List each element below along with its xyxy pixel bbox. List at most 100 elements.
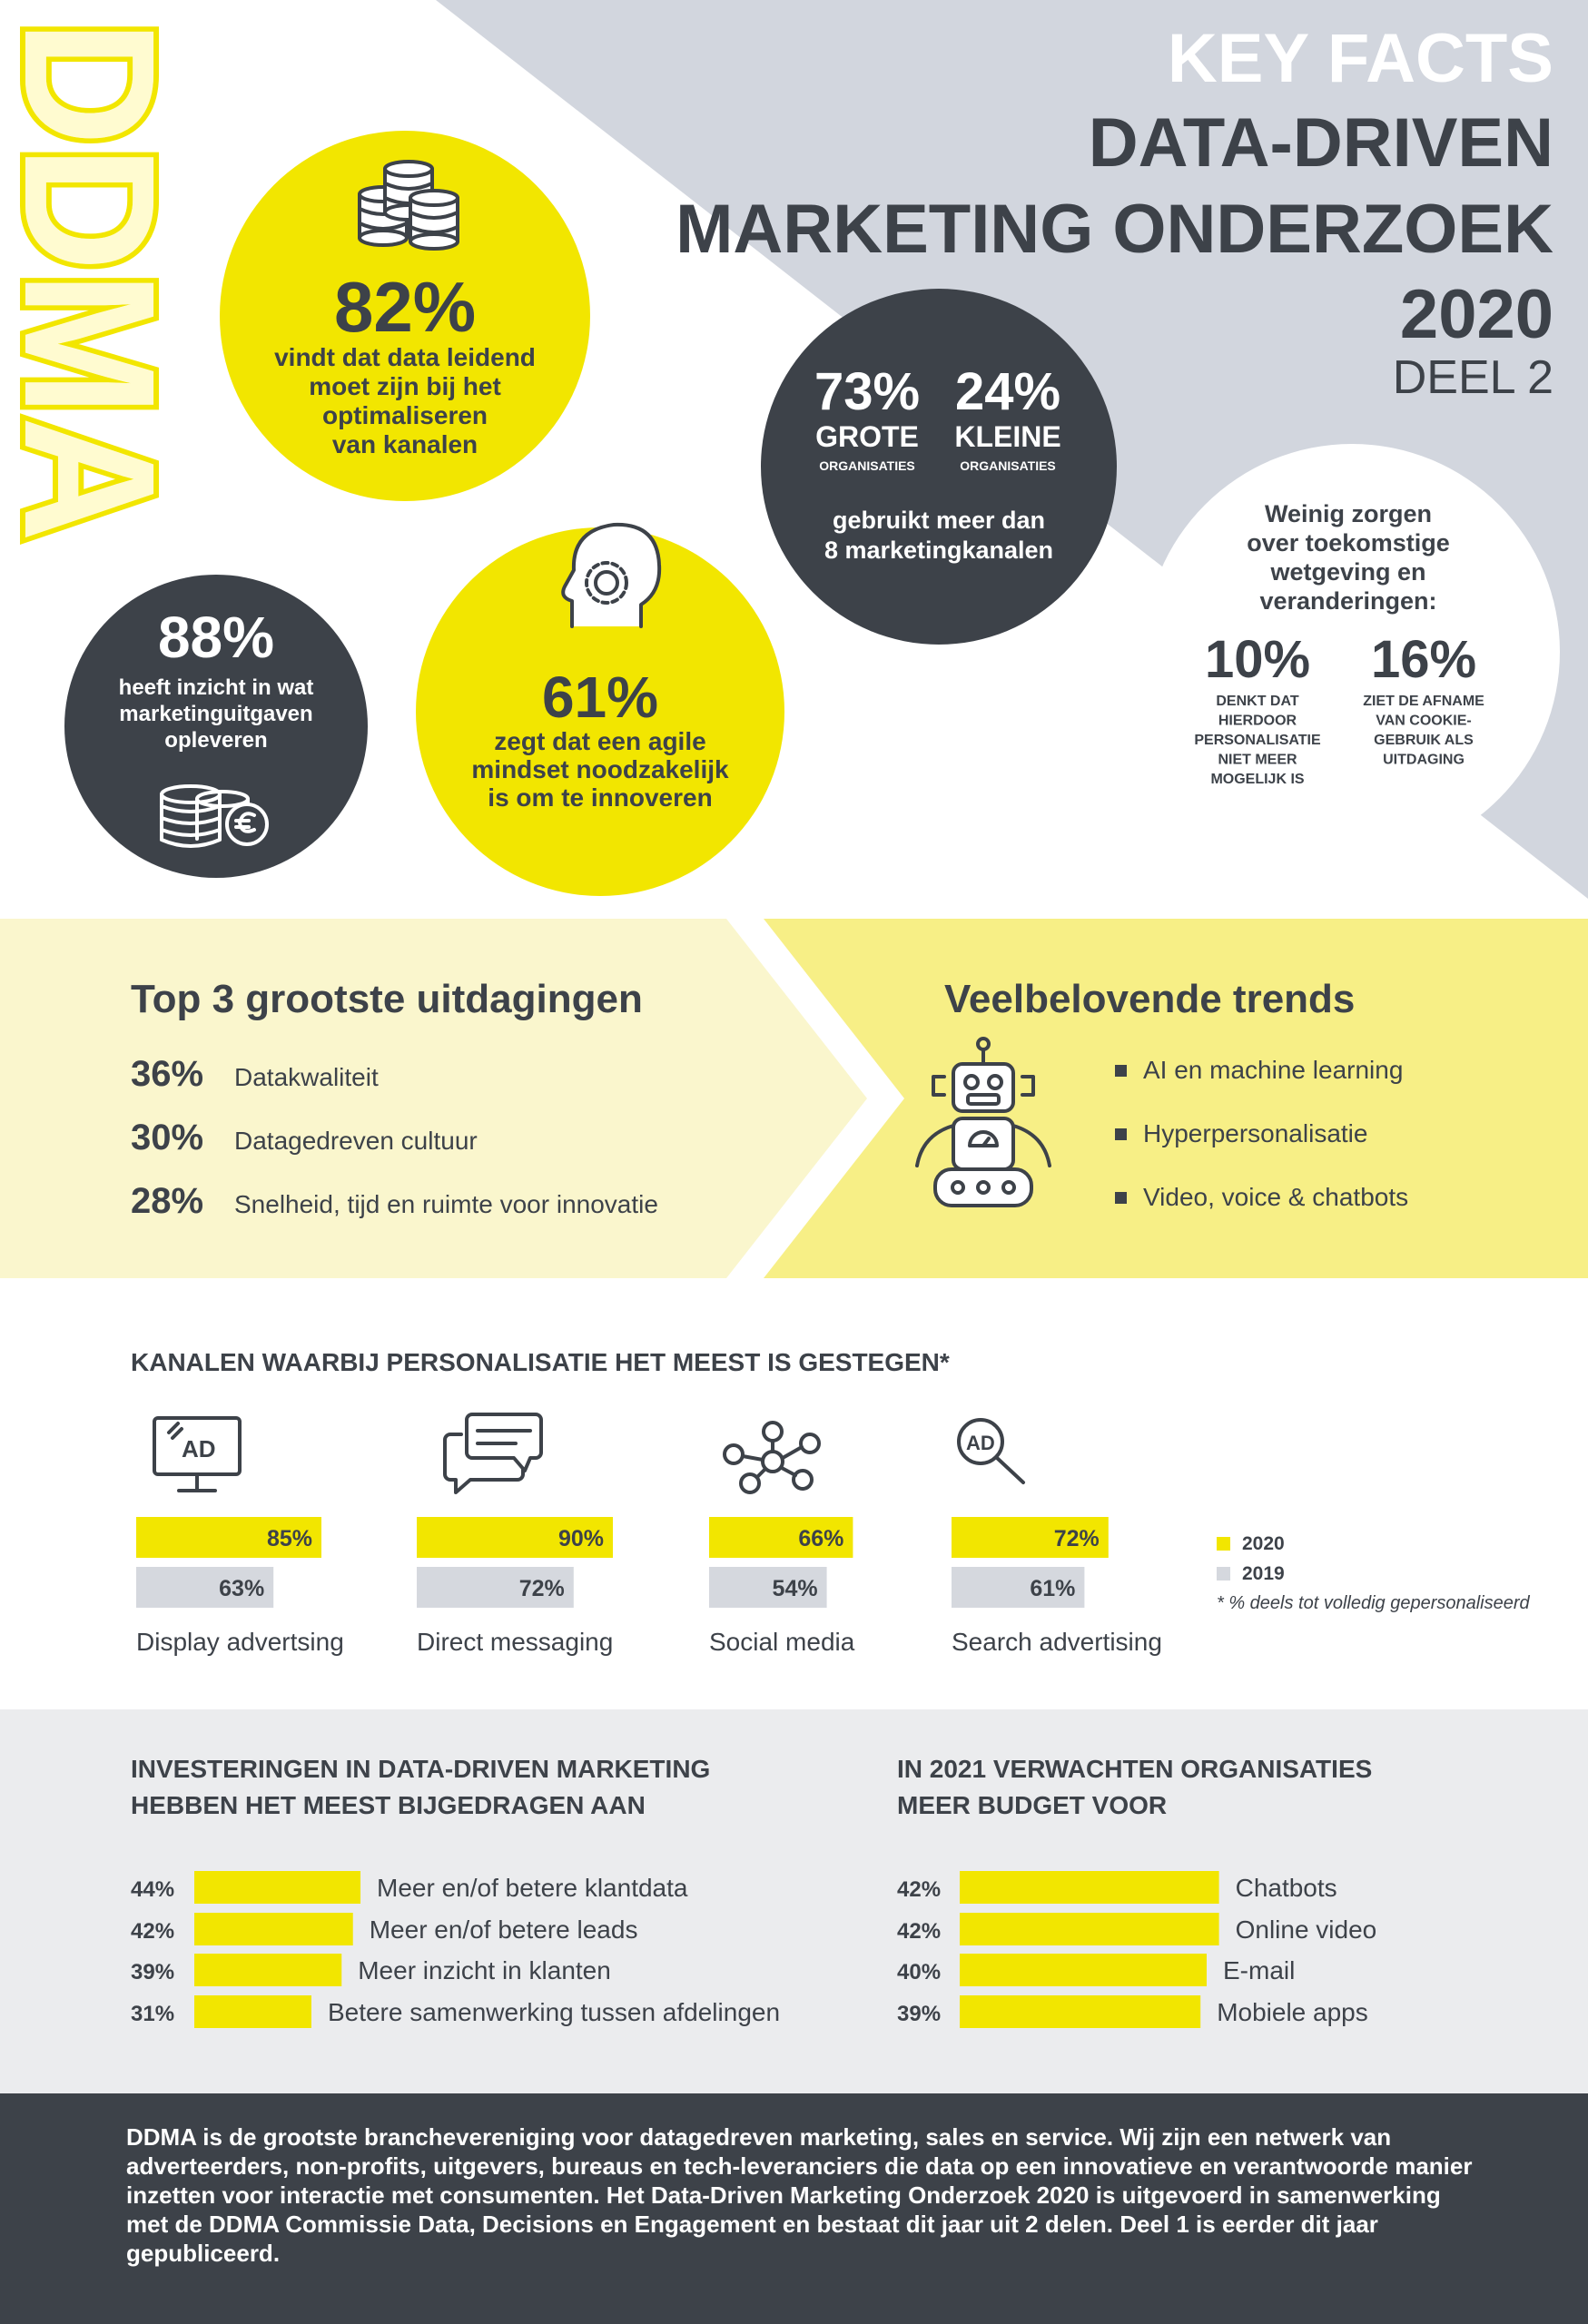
channels-used-circle bbox=[761, 289, 1117, 645]
fact-text: optimaliseren bbox=[322, 401, 488, 429]
chart-title: IN 2021 VERWACHTEN ORGANISATIES bbox=[897, 1755, 1372, 1783]
chart-title: HEBBEN HET MEEST BIJGEDRAGEN AAN bbox=[131, 1791, 646, 1819]
bar-value-label: 39% bbox=[131, 1960, 174, 1984]
chart-title: KANALEN WAARBIJ PERSONALISATIE HET MEEST… bbox=[131, 1348, 950, 1376]
legend-label: 2020 bbox=[1242, 1533, 1285, 1554]
category-label: Chatbots bbox=[1236, 1874, 1337, 1902]
fact-text: over toekomstige bbox=[1247, 529, 1450, 556]
bar-value-label: 61% bbox=[1030, 1576, 1075, 1601]
bar-value-label: 31% bbox=[131, 2002, 174, 2026]
fact-text: zegt dat een agile bbox=[494, 727, 705, 755]
search-icon-text: AD bbox=[966, 1432, 995, 1454]
legend-label: 2019 bbox=[1242, 1563, 1285, 1584]
category-label: E-mail bbox=[1223, 1956, 1295, 1984]
bar bbox=[960, 1954, 1207, 1986]
display-icon: AD bbox=[153, 1416, 242, 1492]
bar bbox=[417, 1517, 613, 1558]
header-title: MARKETING ONDERZOEK bbox=[676, 191, 1553, 268]
trend-label: AI en machine learning bbox=[1143, 1056, 1403, 1084]
head-icon bbox=[561, 522, 662, 628]
fact-value: 10% bbox=[1205, 630, 1310, 689]
fact-value: 16% bbox=[1371, 630, 1476, 689]
header-title: KEY FACTS bbox=[1168, 20, 1553, 97]
bar bbox=[709, 1567, 827, 1608]
fact-value: 73% bbox=[814, 362, 920, 421]
challenge-label: Snelheid, tijd en ruimte voor innovatie bbox=[234, 1190, 658, 1218]
header-subtitle: DEEL 2 bbox=[1393, 351, 1553, 404]
bar bbox=[194, 1995, 311, 2028]
bar bbox=[952, 1567, 1085, 1608]
legend-swatch bbox=[1217, 1537, 1230, 1551]
agile-circle bbox=[416, 527, 784, 896]
fact-sub: UITDAGING bbox=[1383, 753, 1465, 768]
data-leading-circle bbox=[220, 131, 590, 501]
challenge-value: 30% bbox=[131, 1118, 203, 1157]
bar-value-label: 39% bbox=[897, 2002, 941, 2026]
fact-value: 61% bbox=[542, 665, 658, 730]
header-title: 2020 bbox=[1400, 276, 1553, 353]
bar bbox=[960, 1995, 1201, 2028]
chart-title: MEER BUDGET VOOR bbox=[897, 1791, 1167, 1819]
fact-text: mindset noodzakelijk bbox=[471, 755, 729, 783]
fact-text: wetgeving en bbox=[1269, 558, 1425, 586]
bar bbox=[136, 1567, 274, 1608]
fact-sub: ZIET DE AFNAME bbox=[1363, 694, 1484, 709]
fact-value: 82% bbox=[334, 267, 476, 347]
footer-background bbox=[0, 2093, 1588, 2324]
fact-text: vindt dat data leidend bbox=[274, 343, 536, 371]
bar bbox=[709, 1517, 853, 1558]
legend-swatch bbox=[1217, 1567, 1230, 1581]
fact-sub: ORGANISATIES bbox=[819, 458, 915, 473]
logo-inner: DDMA bbox=[0, 20, 193, 542]
fact-label: GROTE bbox=[815, 420, 919, 453]
bullet bbox=[1115, 1192, 1127, 1204]
bar bbox=[960, 1913, 1219, 1945]
fact-text: van kanalen bbox=[332, 430, 478, 458]
coins-icon bbox=[358, 160, 459, 251]
bar-value-label: 40% bbox=[897, 1960, 941, 1984]
fact-text: gebruikt meer dan bbox=[833, 507, 1045, 534]
category-label: Online video bbox=[1236, 1915, 1377, 1944]
bar bbox=[194, 1871, 361, 1904]
bar bbox=[960, 1871, 1219, 1904]
fact-text: veranderingen: bbox=[1259, 587, 1436, 615]
section-title: Veelbelovende trends bbox=[944, 977, 1355, 1021]
footer-text: DDMA is de grootste branchevereniging vo… bbox=[126, 2123, 1473, 2267]
bar bbox=[194, 1913, 353, 1945]
bar-value-label: 66% bbox=[798, 1526, 843, 1551]
category-label: Mobiele apps bbox=[1217, 1998, 1368, 2026]
challenges-background bbox=[0, 919, 867, 1278]
robot-icon bbox=[915, 1037, 1051, 1207]
money-icon bbox=[160, 784, 269, 848]
bar bbox=[417, 1567, 574, 1608]
fact-text: Weinig zorgen bbox=[1265, 500, 1432, 527]
bar-value-label: 42% bbox=[897, 1919, 941, 1944]
bar bbox=[194, 1954, 342, 1986]
bar-value-label: 72% bbox=[1054, 1526, 1100, 1551]
bar-value-label: 54% bbox=[773, 1576, 818, 1601]
trends-background bbox=[764, 919, 1588, 1278]
fact-sub: DENKT DAT bbox=[1216, 694, 1298, 709]
fact-text: marketinguitgaven bbox=[119, 702, 312, 726]
category-label: Meer en/of betere leads bbox=[370, 1915, 638, 1944]
trend-label: Video, voice & chatbots bbox=[1143, 1183, 1408, 1211]
bar-value-label: 85% bbox=[267, 1526, 312, 1551]
fact-sub: PERSONALISATIE bbox=[1194, 733, 1321, 748]
chart-title: INVESTERINGEN IN DATA-DRIVEN MARKETING bbox=[131, 1755, 710, 1783]
logo: DDMA bbox=[0, 20, 193, 542]
bar-value-label: 42% bbox=[131, 1919, 174, 1944]
fact-text: heeft inzicht in wat bbox=[119, 675, 314, 700]
fact-sub: VAN COOKIE- bbox=[1376, 714, 1471, 729]
bar bbox=[952, 1517, 1109, 1558]
fact-text: 8 marketingkanalen bbox=[824, 537, 1053, 564]
fact-text: opleveren bbox=[164, 728, 267, 753]
challenge-value: 28% bbox=[131, 1181, 203, 1221]
trend-label: Hyperpersonalisatie bbox=[1143, 1119, 1367, 1147]
regulation-circle bbox=[1144, 444, 1560, 860]
category-label: Direct messaging bbox=[417, 1628, 613, 1656]
category-label: Display advertsing bbox=[136, 1628, 344, 1656]
fact-text: is om te innoveren bbox=[488, 783, 712, 812]
fact-label: KLEINE bbox=[954, 420, 1060, 453]
